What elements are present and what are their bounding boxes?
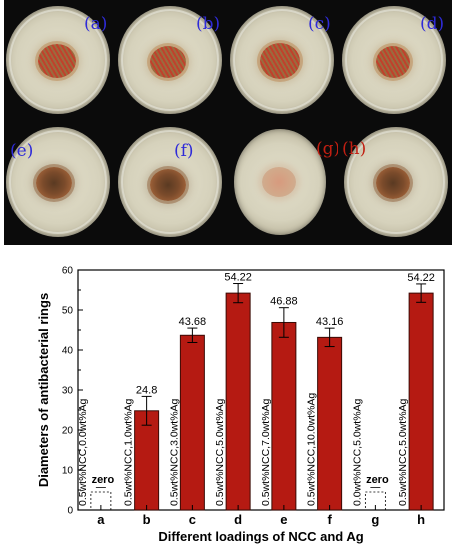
sample-disc (262, 167, 296, 197)
value-label-d: 54.22 (224, 272, 252, 284)
category-label-b: b (143, 512, 151, 527)
value-label-h: 54.22 (407, 272, 435, 284)
sample-disc (376, 167, 410, 199)
category-label-a: a (97, 512, 105, 527)
y-tick-label: 20 (62, 426, 74, 437)
value-label-b: 24.8 (136, 384, 157, 396)
category-label-g: g (371, 512, 379, 527)
dish-panel-d: (d) (340, 0, 450, 122)
dish-panel-g: (g) (228, 123, 338, 245)
y-tick-label: 10 (62, 466, 74, 477)
panel-label-f: (f) (174, 141, 194, 161)
petri-dish-photo-panel: (a) (b) (c) (d) (e) (f) (g) (4, 0, 452, 245)
panel-label-e: (e) (10, 141, 34, 161)
sample-label-b: 0.5wt%NCC,1.0wt%Ag (123, 398, 135, 506)
bar-d (225, 292, 251, 511)
sample-label-d: 0.5wt%NCC,5.0wt%Ag (214, 398, 226, 506)
category-label-e: e (280, 512, 287, 527)
x-axis: a b c d e f g h (97, 505, 425, 527)
sample-disc (260, 43, 300, 79)
category-label-h: h (417, 512, 425, 527)
dish-panel-e: (e) (4, 123, 114, 245)
sample-label-f: 0.5wt%NCC,10.0wt%Ag (306, 393, 318, 506)
y-tick-label: 30 (62, 386, 74, 397)
panel-label-g: (g) (316, 139, 338, 159)
value-label-e: 46.88 (270, 296, 298, 308)
sample-disc (150, 169, 186, 201)
bar-series: zero0.5wt%NCC,0.0wt%Ag24.80.5wt%NCC,1.0w… (77, 272, 435, 511)
panel-label-b: (b) (196, 14, 221, 34)
x-axis-title: Different loadings of NCC and Ag (158, 529, 363, 544)
sample-disc (150, 46, 186, 78)
petri-dish-rim (345, 9, 443, 111)
y-axis-title: Diameters of antibacterial rings (36, 293, 51, 487)
category-label-d: d (234, 512, 242, 527)
dish-panel-a: (a) (4, 0, 114, 122)
value-label-f: 43.16 (316, 316, 344, 328)
y-axis: 0 10 20 30 40 50 60 (62, 266, 83, 517)
dish-panel-b: (b) (116, 0, 226, 122)
sample-label-c: 0.5wt%NCC,3.0wt%Ag (168, 398, 180, 506)
sample-label-a: 0.5wt%NCC,0.0wt%Ag (77, 398, 89, 506)
value-label-c: 43.68 (179, 316, 207, 328)
panel-label-h: (h) (342, 139, 367, 159)
category-label-c: c (189, 512, 196, 527)
bar-c (179, 334, 205, 511)
y-tick-label: 50 (62, 306, 74, 317)
panel-label-a: (a) (84, 14, 108, 34)
value-label-g: zero (366, 474, 389, 486)
sample-disc (36, 167, 72, 199)
bar-f (317, 336, 343, 511)
y-tick-label: 60 (62, 266, 74, 277)
sample-label-g: 0.0wt%NCC,5.0wt%Ag (351, 398, 363, 506)
panel-label-c: (c) (308, 14, 331, 34)
bar-e (271, 321, 297, 511)
bar-h (408, 292, 434, 511)
petri-dish-rim (9, 130, 107, 234)
petri-dish-rim (233, 9, 331, 111)
petri-dish-rim (9, 9, 107, 111)
sample-disc (376, 46, 410, 78)
category-label-f: f (327, 512, 332, 527)
panel-label-d: (d) (420, 14, 445, 34)
value-label-a: zero (92, 474, 115, 486)
petri-dish-rim (121, 130, 219, 234)
dish-panel-h: (h) (340, 123, 450, 245)
y-tick-label: 40 (62, 346, 74, 357)
y-tick-label: 0 (67, 506, 73, 517)
dish-panel-c: (c) (228, 0, 338, 122)
sample-label-h: 0.5wt%NCC,5.0wt%Ag (397, 398, 409, 506)
petri-dish-rim (121, 9, 219, 111)
dish-panel-f: (f) (116, 123, 226, 245)
petri-dish-rim (347, 130, 445, 234)
sample-label-e: 0.5wt%NCC,7.0wt%Ag (260, 398, 272, 506)
sample-disc (38, 44, 76, 78)
